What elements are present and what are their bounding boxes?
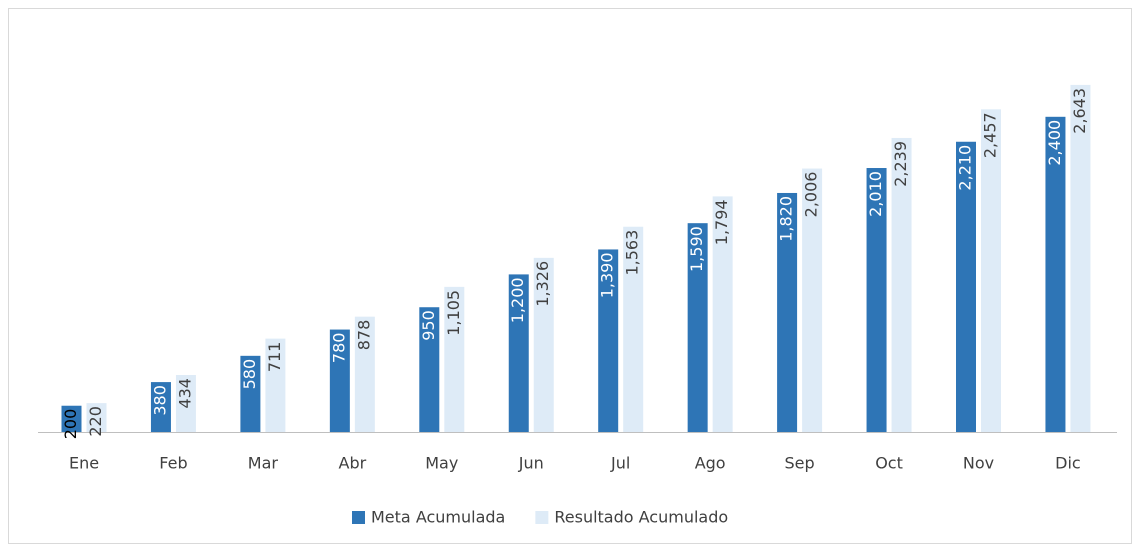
bar xyxy=(712,196,733,432)
bar xyxy=(86,403,107,432)
x-tick-label: Oct xyxy=(875,454,903,473)
bar xyxy=(598,249,619,432)
bar xyxy=(956,141,976,432)
value-label: 711 xyxy=(265,342,284,373)
bar xyxy=(240,355,261,432)
value-label: 1,200 xyxy=(508,277,527,323)
bar xyxy=(866,168,887,432)
value-label: 2,643 xyxy=(1070,88,1089,134)
bar xyxy=(1070,84,1091,433)
x-tick-label: Ago xyxy=(695,454,726,473)
bar xyxy=(175,375,196,432)
value-label: 2,010 xyxy=(866,171,885,217)
value-label: 1,563 xyxy=(623,230,642,276)
legend-swatch xyxy=(352,511,365,524)
bar xyxy=(802,168,823,432)
bar xyxy=(623,226,644,432)
value-label: 780 xyxy=(329,333,348,364)
bar xyxy=(533,257,554,432)
value-label: 2,457 xyxy=(981,112,1000,158)
value-label: 1,794 xyxy=(712,199,731,245)
bar xyxy=(891,137,912,432)
value-label: 2,006 xyxy=(802,172,821,218)
value-label: 200 xyxy=(61,409,80,440)
x-tick-label: Feb xyxy=(159,454,187,473)
x-tick-label: Nov xyxy=(963,454,994,473)
value-label: 2,210 xyxy=(956,145,975,191)
value-label: 2,400 xyxy=(1045,120,1064,166)
value-label: 1,105 xyxy=(444,290,463,336)
bar xyxy=(61,405,82,432)
x-tick-label: Sep xyxy=(785,454,815,473)
x-tick-label: Abr xyxy=(339,454,367,473)
value-label: 1,326 xyxy=(533,261,552,307)
x-tick-label: Mar xyxy=(248,454,279,473)
value-label: 220 xyxy=(86,406,105,437)
value-label: 1,590 xyxy=(687,226,706,272)
value-label: 434 xyxy=(175,378,194,409)
bar xyxy=(687,223,708,432)
bar xyxy=(508,274,529,432)
value-label: 1,390 xyxy=(598,252,617,298)
x-tick-label: Ene xyxy=(69,454,99,473)
bar xyxy=(1045,116,1066,433)
bar xyxy=(329,329,350,432)
bar xyxy=(444,286,465,432)
bar xyxy=(265,338,286,432)
value-label: 1,820 xyxy=(777,196,796,242)
legend-swatch xyxy=(535,511,549,524)
bar xyxy=(777,192,798,432)
x-tick-label: Dic xyxy=(1055,454,1081,473)
legend-label: Meta Acumulada xyxy=(371,508,505,527)
chart-frame xyxy=(8,8,1132,544)
value-label: 950 xyxy=(419,310,438,341)
x-tick-label: May xyxy=(425,454,458,473)
value-label: 380 xyxy=(150,385,169,416)
bar xyxy=(150,382,171,432)
x-tick-label: Jul xyxy=(610,454,630,473)
bar xyxy=(354,316,375,432)
x-tick-label: Jun xyxy=(518,454,544,473)
value-label: 580 xyxy=(240,359,259,390)
legend-label: Resultado Acumulado xyxy=(554,508,728,527)
bar xyxy=(981,109,1001,433)
value-label: 2,239 xyxy=(891,141,910,187)
bar xyxy=(419,307,440,432)
value-label: 878 xyxy=(354,320,373,351)
